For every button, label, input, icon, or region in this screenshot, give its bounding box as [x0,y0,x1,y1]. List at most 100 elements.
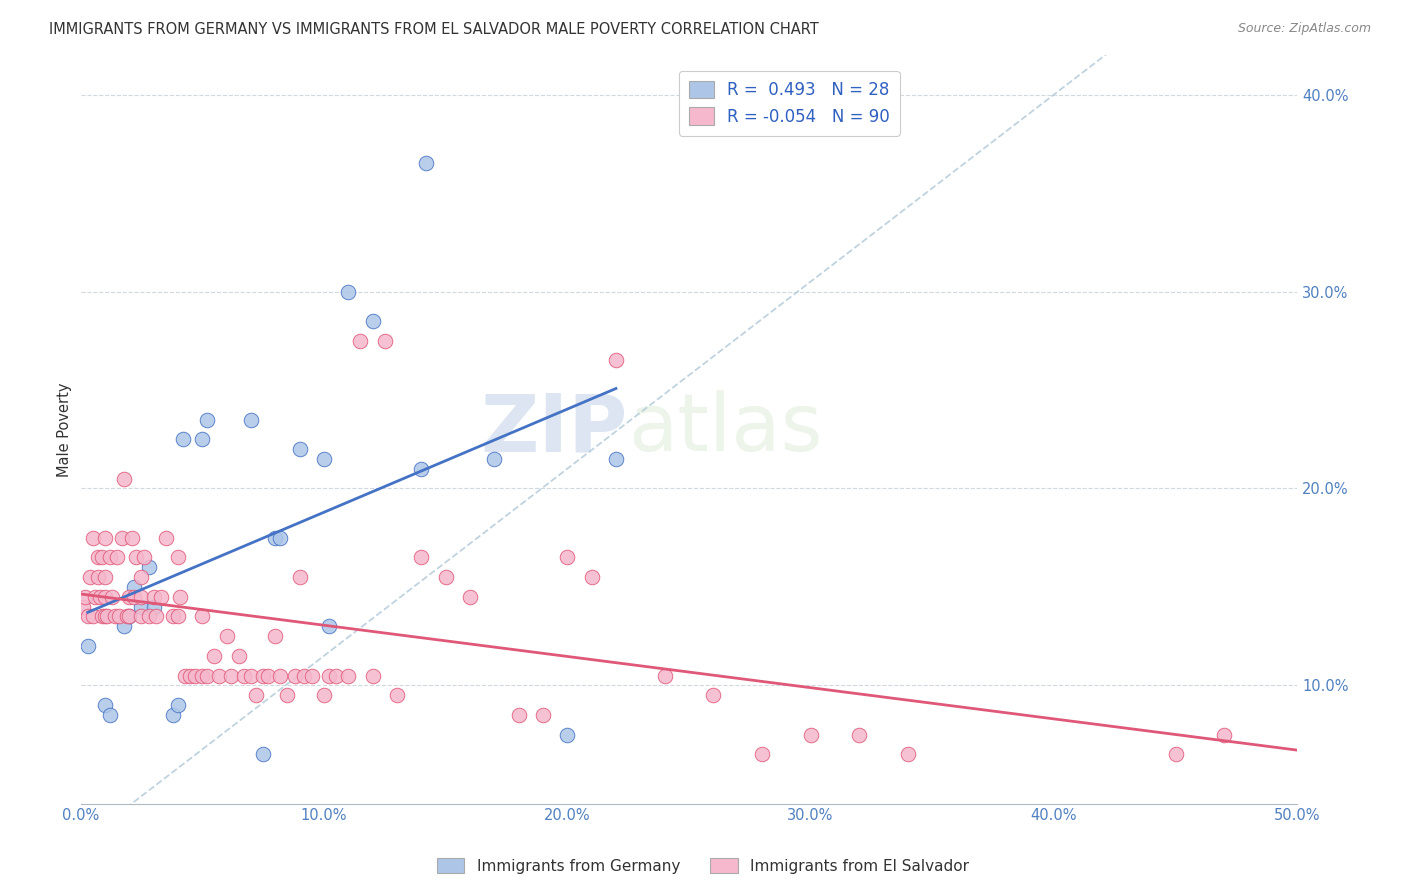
Point [191,668,214,682]
Point [1213,728,1236,742]
Point [337,285,360,299]
Point [191,432,214,446]
Point [111,531,134,545]
Point [112,472,135,486]
Point [284,668,307,682]
Point [269,668,291,682]
Point [89,590,111,604]
Point [800,728,823,742]
Text: ZIP: ZIP [481,391,628,468]
Point [361,314,384,328]
Point [72,599,94,614]
Point [101,590,124,604]
Point [264,629,287,643]
Point [94,531,117,545]
Point [484,451,506,466]
Point [374,334,396,348]
Point [131,599,153,614]
Point [96,609,118,624]
Point [125,550,148,565]
Point [98,708,121,723]
Point [138,560,160,574]
Point [508,708,530,723]
Point [208,668,231,682]
Point [91,609,114,624]
Point [555,728,578,742]
Point [166,609,188,624]
Point [239,412,262,426]
Point [84,590,107,604]
Point [91,550,114,565]
Point [131,570,153,584]
Point [318,668,340,682]
Point [312,688,335,702]
Point [142,599,165,614]
Point [145,609,167,624]
Point [94,698,117,713]
Point [118,609,141,624]
Point [605,353,627,368]
Point [118,609,141,624]
Point [172,432,194,446]
Point [75,590,97,604]
Point [155,531,177,545]
Point [131,590,153,604]
Point [581,570,603,584]
Point [195,412,218,426]
Point [82,609,104,624]
Point [245,688,267,702]
Point [411,462,433,476]
Legend: Immigrants from Germany, Immigrants from El Salvador: Immigrants from Germany, Immigrants from… [430,852,976,880]
Point [162,708,184,723]
Point [848,728,870,742]
Point [294,668,316,682]
Point [191,609,214,624]
Point [269,531,291,545]
Point [112,619,135,633]
Point [276,688,298,702]
Point [76,639,98,653]
Point [131,609,153,624]
Point [86,550,108,565]
Point [288,442,311,456]
Point [555,550,578,565]
Point [169,590,191,604]
Point [121,531,143,545]
Point [531,708,554,723]
Point [702,688,724,702]
Point [202,648,225,663]
Point [301,668,323,682]
Point [142,590,165,604]
Point [232,668,254,682]
Point [318,619,340,633]
Point [288,570,311,584]
Point [98,550,121,565]
Point [166,698,188,713]
Point [103,609,125,624]
Point [86,570,108,584]
Point [654,668,676,682]
Point [337,668,360,682]
Point [138,609,160,624]
Point [897,747,920,762]
Point [94,609,117,624]
Point [325,668,347,682]
Point [122,590,145,604]
Point [166,550,188,565]
Y-axis label: Male Poverty: Male Poverty [58,382,72,476]
Point [149,590,172,604]
Text: IMMIGRANTS FROM GERMANY VS IMMIGRANTS FROM EL SALVADOR MALE POVERTY CORRELATION : IMMIGRANTS FROM GERMANY VS IMMIGRANTS FR… [49,22,818,37]
Point [751,747,773,762]
Point [94,590,117,604]
Point [458,590,481,604]
Point [221,668,243,682]
Point [228,648,250,663]
Text: Source: ZipAtlas.com: Source: ZipAtlas.com [1237,22,1371,36]
Point [162,609,184,624]
Point [174,668,197,682]
Point [184,668,207,682]
Point [264,531,287,545]
Point [122,580,145,594]
Point [215,629,238,643]
Point [434,570,457,584]
